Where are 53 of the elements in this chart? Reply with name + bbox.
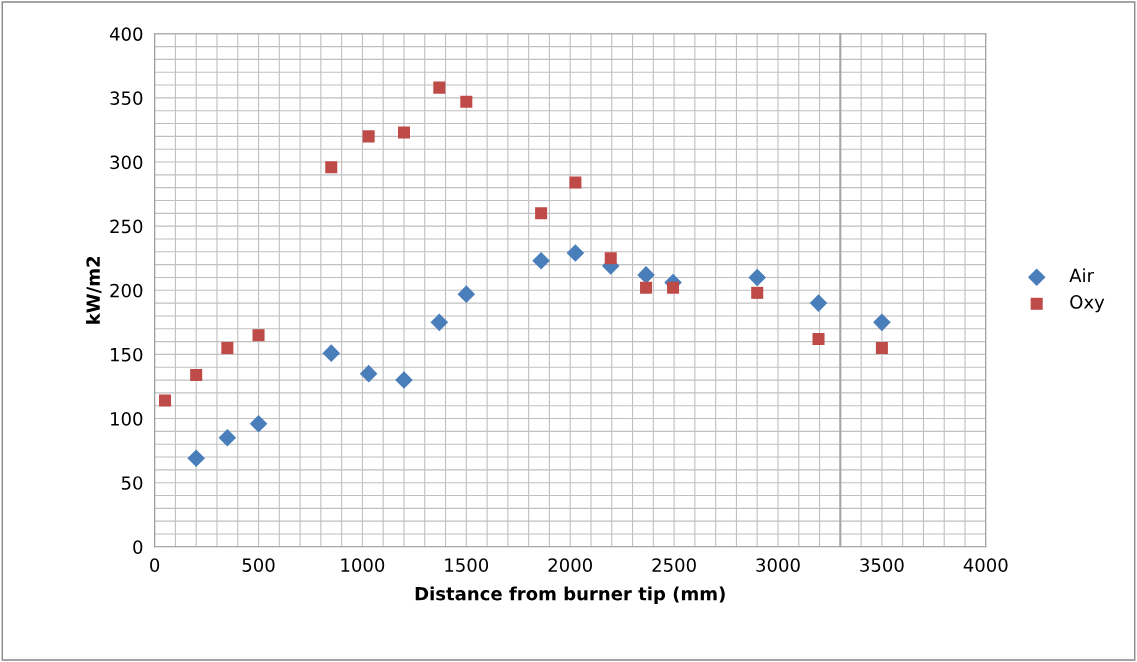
point [190,368,203,381]
x-tick-label: 0 [150,558,160,572]
legend-label: Oxy [1070,295,1105,313]
y-tick-label: 400 [109,27,143,41]
y-tick-label: 250 [110,219,143,234]
point [873,313,891,332]
point [812,333,825,346]
point [221,341,234,355]
legend-label: Air [1069,268,1094,283]
point [218,429,237,447]
x-tick-label: 3500 [860,558,904,572]
point [748,268,766,287]
x-tick-label: 1000 [341,558,385,572]
point [809,294,828,312]
point [751,286,764,299]
y-tick-label: 50 [121,476,143,490]
point [667,281,680,294]
x-tick-label: 500 [242,558,275,572]
point [569,176,582,189]
point [430,313,449,332]
point [566,244,585,262]
point [397,126,410,139]
y-tick-label: 200 [110,283,143,298]
y-axis-title: kW/m2 [86,256,102,324]
point [325,161,338,174]
x-tick-label: 1500 [445,558,489,572]
point [604,252,617,265]
point [252,329,265,342]
point [875,341,888,355]
point [249,414,268,433]
y-tick-label: 100 [111,412,143,426]
point [187,449,205,468]
x-tick-label: 2000 [548,558,592,572]
point [395,371,413,389]
point [159,394,172,407]
point [640,281,653,294]
x-tick-label: 4000 [963,558,1008,572]
point [535,207,548,220]
y-tick-label: 300 [110,155,143,170]
y-tick-label: 0 [133,540,143,554]
point [460,95,473,108]
point [359,364,378,383]
x-tick-label: 2500 [652,558,696,572]
y-tick-label: 350 [110,91,143,106]
point [457,285,476,303]
point [637,266,655,284]
point [362,130,375,143]
y-tick-label: 150 [111,347,143,362]
point [322,344,341,362]
x-axis-title: Distance from burner tip (mm) [415,586,725,604]
point [433,81,446,94]
point [532,252,550,270]
x-tick-label: 3000 [756,558,800,572]
